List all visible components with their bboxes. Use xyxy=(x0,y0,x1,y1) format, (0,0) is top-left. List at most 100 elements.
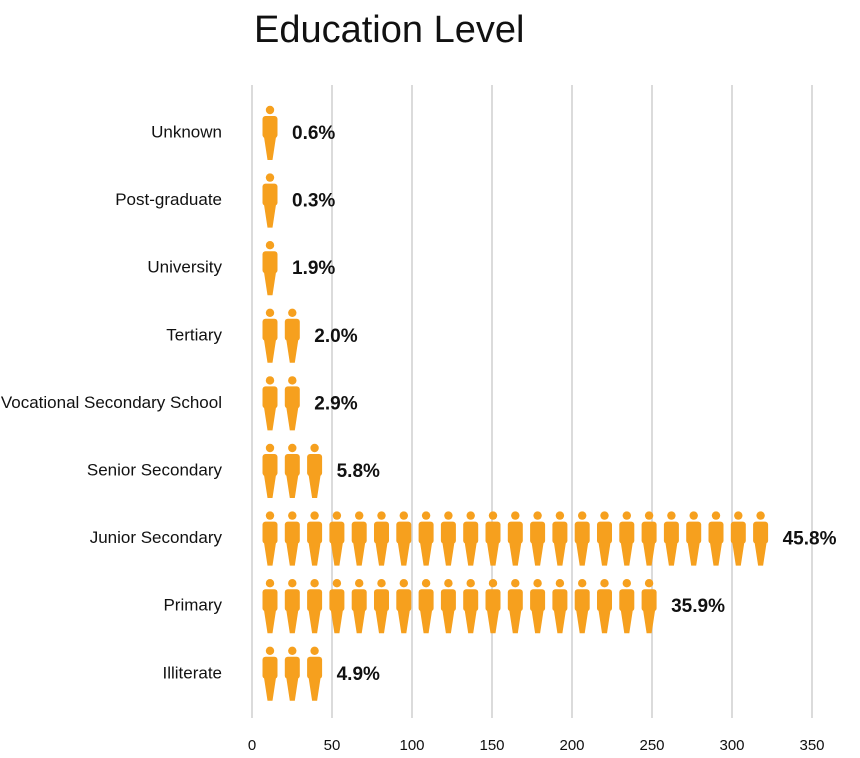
category-label: Junior Secondary xyxy=(90,528,223,547)
icon-legs xyxy=(620,610,633,634)
icon-legs xyxy=(553,610,566,634)
icon-head xyxy=(555,579,565,588)
icon-body xyxy=(284,318,300,341)
icon-head xyxy=(555,511,565,520)
icon-head xyxy=(622,579,631,588)
category-label: Vocational Secondary School xyxy=(1,393,222,412)
icon-bar xyxy=(262,173,278,228)
icon-body xyxy=(329,589,345,612)
category-label: Tertiary xyxy=(166,325,222,344)
icon-body xyxy=(619,589,635,612)
icon-body xyxy=(307,589,323,612)
icon-head xyxy=(265,443,275,453)
icon-bar xyxy=(262,511,769,566)
x-tick-label: 100 xyxy=(399,737,424,754)
icon-head xyxy=(265,241,275,250)
icon-head xyxy=(332,579,342,588)
value-label: 35.9% xyxy=(671,596,725,617)
icon-legs xyxy=(509,542,522,566)
icon-legs xyxy=(442,542,455,566)
icon-legs xyxy=(375,542,388,566)
icon-legs xyxy=(464,610,477,634)
icon-legs xyxy=(375,610,388,634)
icon-body xyxy=(351,589,367,612)
icon-body xyxy=(262,521,278,544)
icon-body xyxy=(284,589,300,612)
icon-body xyxy=(284,656,300,679)
icon-head xyxy=(265,308,275,317)
icon-head xyxy=(711,511,721,520)
icon-body xyxy=(597,521,612,544)
icon-legs xyxy=(576,610,589,634)
icon-body xyxy=(507,589,523,612)
icon-body xyxy=(262,454,278,476)
icon-legs xyxy=(710,542,722,566)
icon-head xyxy=(265,173,275,182)
icon-legs xyxy=(308,475,321,498)
icon-head xyxy=(689,511,698,520)
icon-bar xyxy=(262,443,323,498)
icon-head xyxy=(288,443,297,453)
icon-body xyxy=(307,521,323,544)
icon-legs xyxy=(264,677,276,701)
icon-body xyxy=(641,521,657,544)
icon-head xyxy=(466,511,475,520)
icon-legs xyxy=(598,542,611,566)
icon-legs xyxy=(264,204,276,228)
icon-body xyxy=(440,589,456,612)
icon-head xyxy=(265,646,275,655)
value-label: 0.3% xyxy=(292,191,335,212)
icon-legs xyxy=(397,610,410,634)
icon-head xyxy=(421,579,431,588)
icon-legs xyxy=(264,610,276,634)
icon-head xyxy=(533,579,542,588)
icon-body xyxy=(485,521,501,544)
icon-body xyxy=(284,454,300,476)
x-tick-label: 300 xyxy=(719,737,744,754)
icon-legs xyxy=(598,610,611,634)
icon-legs xyxy=(442,610,455,634)
icon-head xyxy=(511,511,520,520)
icon-body xyxy=(552,521,568,544)
icon-legs xyxy=(487,610,499,634)
icon-legs xyxy=(732,542,745,566)
icon-head xyxy=(355,579,364,588)
icon-body xyxy=(507,521,523,544)
icon-legs xyxy=(754,542,767,566)
icon-head xyxy=(399,579,408,588)
icon-body xyxy=(262,386,278,409)
icon-body xyxy=(418,589,434,612)
icon-head xyxy=(466,579,475,588)
icon-legs xyxy=(531,542,544,566)
icon-body xyxy=(262,656,278,679)
icon-legs xyxy=(264,339,276,363)
icon-body xyxy=(396,521,412,544)
icon-body xyxy=(463,589,479,612)
icon-body xyxy=(307,454,323,476)
icon-body xyxy=(597,589,612,612)
icon-legs xyxy=(553,542,566,566)
icon-body xyxy=(530,589,546,612)
icon-body xyxy=(262,318,278,341)
x-tick-label: 0 xyxy=(248,737,256,754)
icon-legs xyxy=(264,407,276,431)
value-label: 4.9% xyxy=(337,664,380,685)
icon-head xyxy=(288,376,297,385)
category-label: Unknown xyxy=(151,122,222,141)
icon-head xyxy=(533,511,542,520)
icon-legs xyxy=(330,542,343,566)
icon-body xyxy=(619,521,635,544)
icon-bar xyxy=(262,646,323,701)
icon-head xyxy=(332,511,342,520)
icon-legs xyxy=(286,407,299,431)
x-tick-label: 250 xyxy=(639,737,664,754)
icon-head xyxy=(265,105,275,115)
icon-bar xyxy=(262,376,300,431)
icon-body xyxy=(418,521,434,544)
x-tick-label: 350 xyxy=(799,737,824,754)
icon-legs xyxy=(576,542,589,566)
icon-body xyxy=(485,589,501,612)
icon-legs xyxy=(264,137,276,160)
x-tick-label: 150 xyxy=(479,737,504,754)
